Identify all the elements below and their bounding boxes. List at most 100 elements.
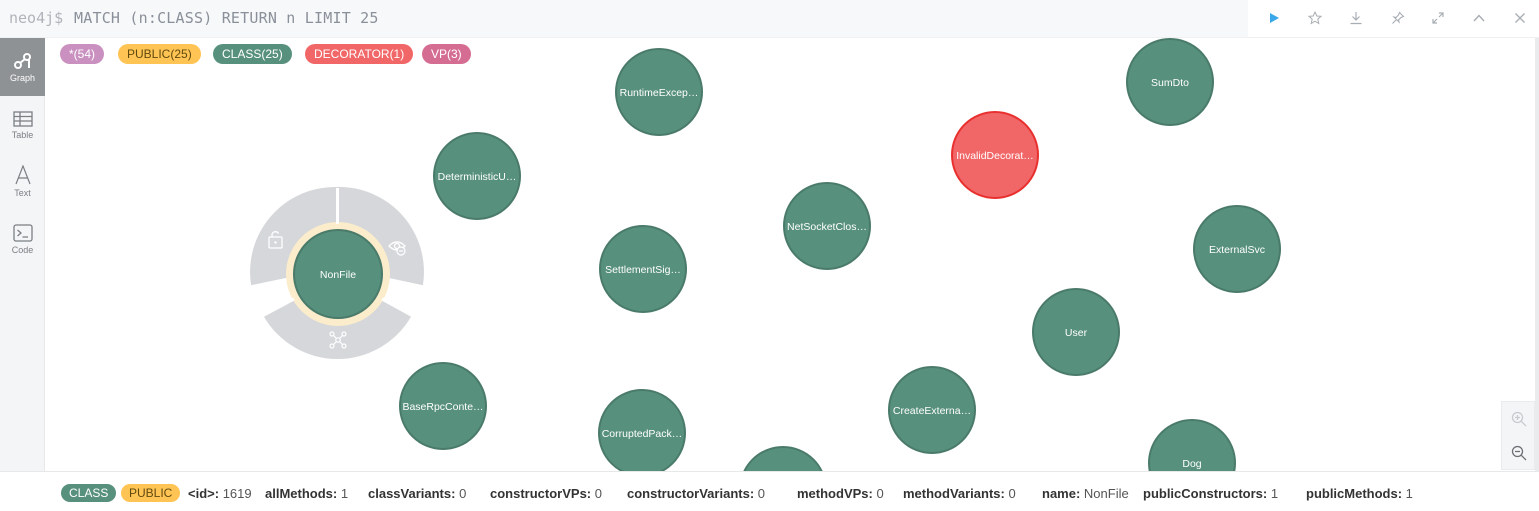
class-node-circle[interactable] [1126, 38, 1214, 126]
property-key: allMethods: [265, 486, 338, 501]
selected-label-chip[interactable]: PUBLIC [121, 484, 181, 502]
class-node-circle[interactable] [1148, 419, 1236, 471]
graph-node[interactable]: CreateExterna… [888, 366, 976, 454]
sidebar-item-table[interactable]: Table [0, 96, 45, 154]
view-sidebar: Graph Table Text Code [0, 38, 45, 511]
class-node-circle[interactable] [399, 362, 487, 450]
class-node-circle[interactable] [1032, 288, 1120, 376]
property-key: methodVPs: [797, 486, 873, 501]
class-node-circle[interactable] [740, 446, 826, 471]
graph-node[interactable]: RuntimeExcep… [615, 48, 703, 136]
property-item: methodVariants: 0 [903, 486, 1016, 501]
sidebar-item-text[interactable]: Text [0, 152, 45, 210]
node-label: SumDto [1151, 77, 1189, 89]
graph-node[interactable]: User [1032, 288, 1120, 376]
property-value: NonFile [1080, 486, 1129, 501]
zoom-controls [1501, 401, 1535, 470]
download-icon[interactable] [1346, 8, 1366, 28]
node-label: NonFile [320, 269, 356, 281]
property-item: publicConstructors: 1 [1143, 486, 1278, 501]
selected-label-chip[interactable]: CLASS [61, 484, 117, 502]
property-key: classVariants: [368, 486, 456, 501]
node-properties-bar: CLASS PUBLIC <id>: 1619 allMethods: 1 classV… [0, 471, 1539, 511]
property-item: publicMethods: 1 [1306, 486, 1413, 501]
sidebar-item-label: Text [14, 187, 31, 198]
graph-node[interactable]: BaseRpcConte… [399, 362, 487, 450]
collapse-icon[interactable] [1469, 8, 1489, 28]
sidebar-item-label: Table [11, 129, 34, 140]
graph-node[interactable]: NonFile [293, 229, 383, 319]
node-label: ExternalSvc [1209, 244, 1265, 256]
query-bar: neo4j$ MATCH (n:CLASS) RETURN n LIMIT 25 [0, 0, 1539, 38]
ring-segment-unlock[interactable] [250, 186, 336, 286]
node-label: User [1065, 327, 1088, 339]
graph-node[interactable]: Dog [1148, 419, 1236, 471]
graph-node[interactable]: InvalidDecorat… [951, 111, 1039, 199]
property-item: name: NonFile [1042, 486, 1129, 501]
label-chip[interactable]: PUBLIC(25) [118, 44, 201, 64]
node-label: BaseRpcConte… [402, 401, 483, 413]
zoom-out-icon[interactable] [1502, 436, 1536, 470]
graph-node[interactable]: DeterministicU… [433, 132, 521, 220]
node-label: CreateExterna… [893, 405, 971, 417]
class-node-circle[interactable] [888, 366, 976, 454]
play-icon[interactable] [1264, 8, 1284, 28]
property-value: 1619 [219, 486, 252, 501]
graph-canvas[interactable]: RuntimeExcep… SumDto DeterministicU… Invali… [46, 38, 1535, 471]
ring-segment-hide[interactable] [335, 186, 424, 286]
graph-node[interactable]: CorruptedPack… [598, 389, 686, 471]
text-icon [14, 164, 31, 184]
graph-node[interactable] [740, 446, 826, 471]
label-chip[interactable]: CLASS(25) [213, 44, 292, 64]
graph-node[interactable]: SumDto [1126, 38, 1214, 126]
unlock-icon [268, 231, 283, 249]
property-value: 0 [872, 486, 884, 501]
property-key: methodVariants: [903, 486, 1005, 501]
graph-node[interactable]: ExternalSvc [1193, 205, 1281, 293]
class-node-circle[interactable] [783, 182, 871, 270]
property-key: publicMethods: [1306, 486, 1403, 501]
hide-eye-icon [388, 241, 406, 256]
property-value: 1 [1267, 486, 1279, 501]
property-value: 0 [591, 486, 602, 501]
star-icon[interactable] [1305, 8, 1325, 28]
class-node-circle[interactable] [1193, 205, 1281, 293]
property-value: 0 [1004, 486, 1016, 501]
class-node-circle[interactable] [599, 225, 687, 313]
query-text[interactable]: MATCH (n:CLASS) RETURN n LIMIT 25 [74, 9, 379, 27]
node-label: DeterministicU… [438, 171, 517, 183]
property-value: 1 [1402, 486, 1413, 501]
class-node-circle[interactable] [433, 132, 521, 220]
label-chip[interactable]: DECORATOR(1) [305, 44, 414, 64]
expand-graph-icon [329, 331, 347, 349]
class-node-circle[interactable] [615, 48, 703, 136]
canvas-scrollbar[interactable] [1535, 38, 1539, 471]
graph-node[interactable]: NetSocketClos… [783, 182, 871, 270]
query-editor[interactable]: neo4j$ MATCH (n:CLASS) RETURN n LIMIT 25 [0, 0, 1248, 37]
sidebar-item-label: Code [11, 244, 34, 255]
graph-node[interactable]: SettlementSig… [599, 225, 687, 313]
expand-icon[interactable] [1428, 8, 1448, 28]
decorator-node-circle[interactable] [951, 111, 1039, 199]
sidebar-item-graph[interactable]: Graph [0, 38, 45, 96]
node-label: NetSocketClos… [787, 221, 867, 233]
label-chip[interactable]: *(54) [60, 44, 105, 64]
node-label: InvalidDecorat… [956, 150, 1034, 162]
property-item: constructorVPs: 0 [490, 486, 602, 501]
node-label: CorruptedPack… [602, 428, 683, 440]
code-icon [12, 223, 33, 242]
property-item: classVariants: 0 [368, 486, 466, 501]
property-key: constructorVPs: [490, 486, 592, 501]
table-icon [12, 110, 33, 127]
property-key: constructorVariants: [627, 486, 755, 501]
label-chip[interactable]: VP(3) [422, 44, 471, 64]
property-value: 0 [754, 486, 765, 501]
pin-icon[interactable] [1388, 8, 1408, 28]
property-key: name: [1042, 486, 1081, 501]
class-node-circle[interactable] [293, 229, 383, 319]
close-icon[interactable] [1510, 8, 1530, 28]
sidebar-item-code[interactable]: Code [0, 210, 45, 268]
zoom-in-icon[interactable] [1502, 402, 1536, 436]
class-node-circle[interactable] [598, 389, 686, 471]
